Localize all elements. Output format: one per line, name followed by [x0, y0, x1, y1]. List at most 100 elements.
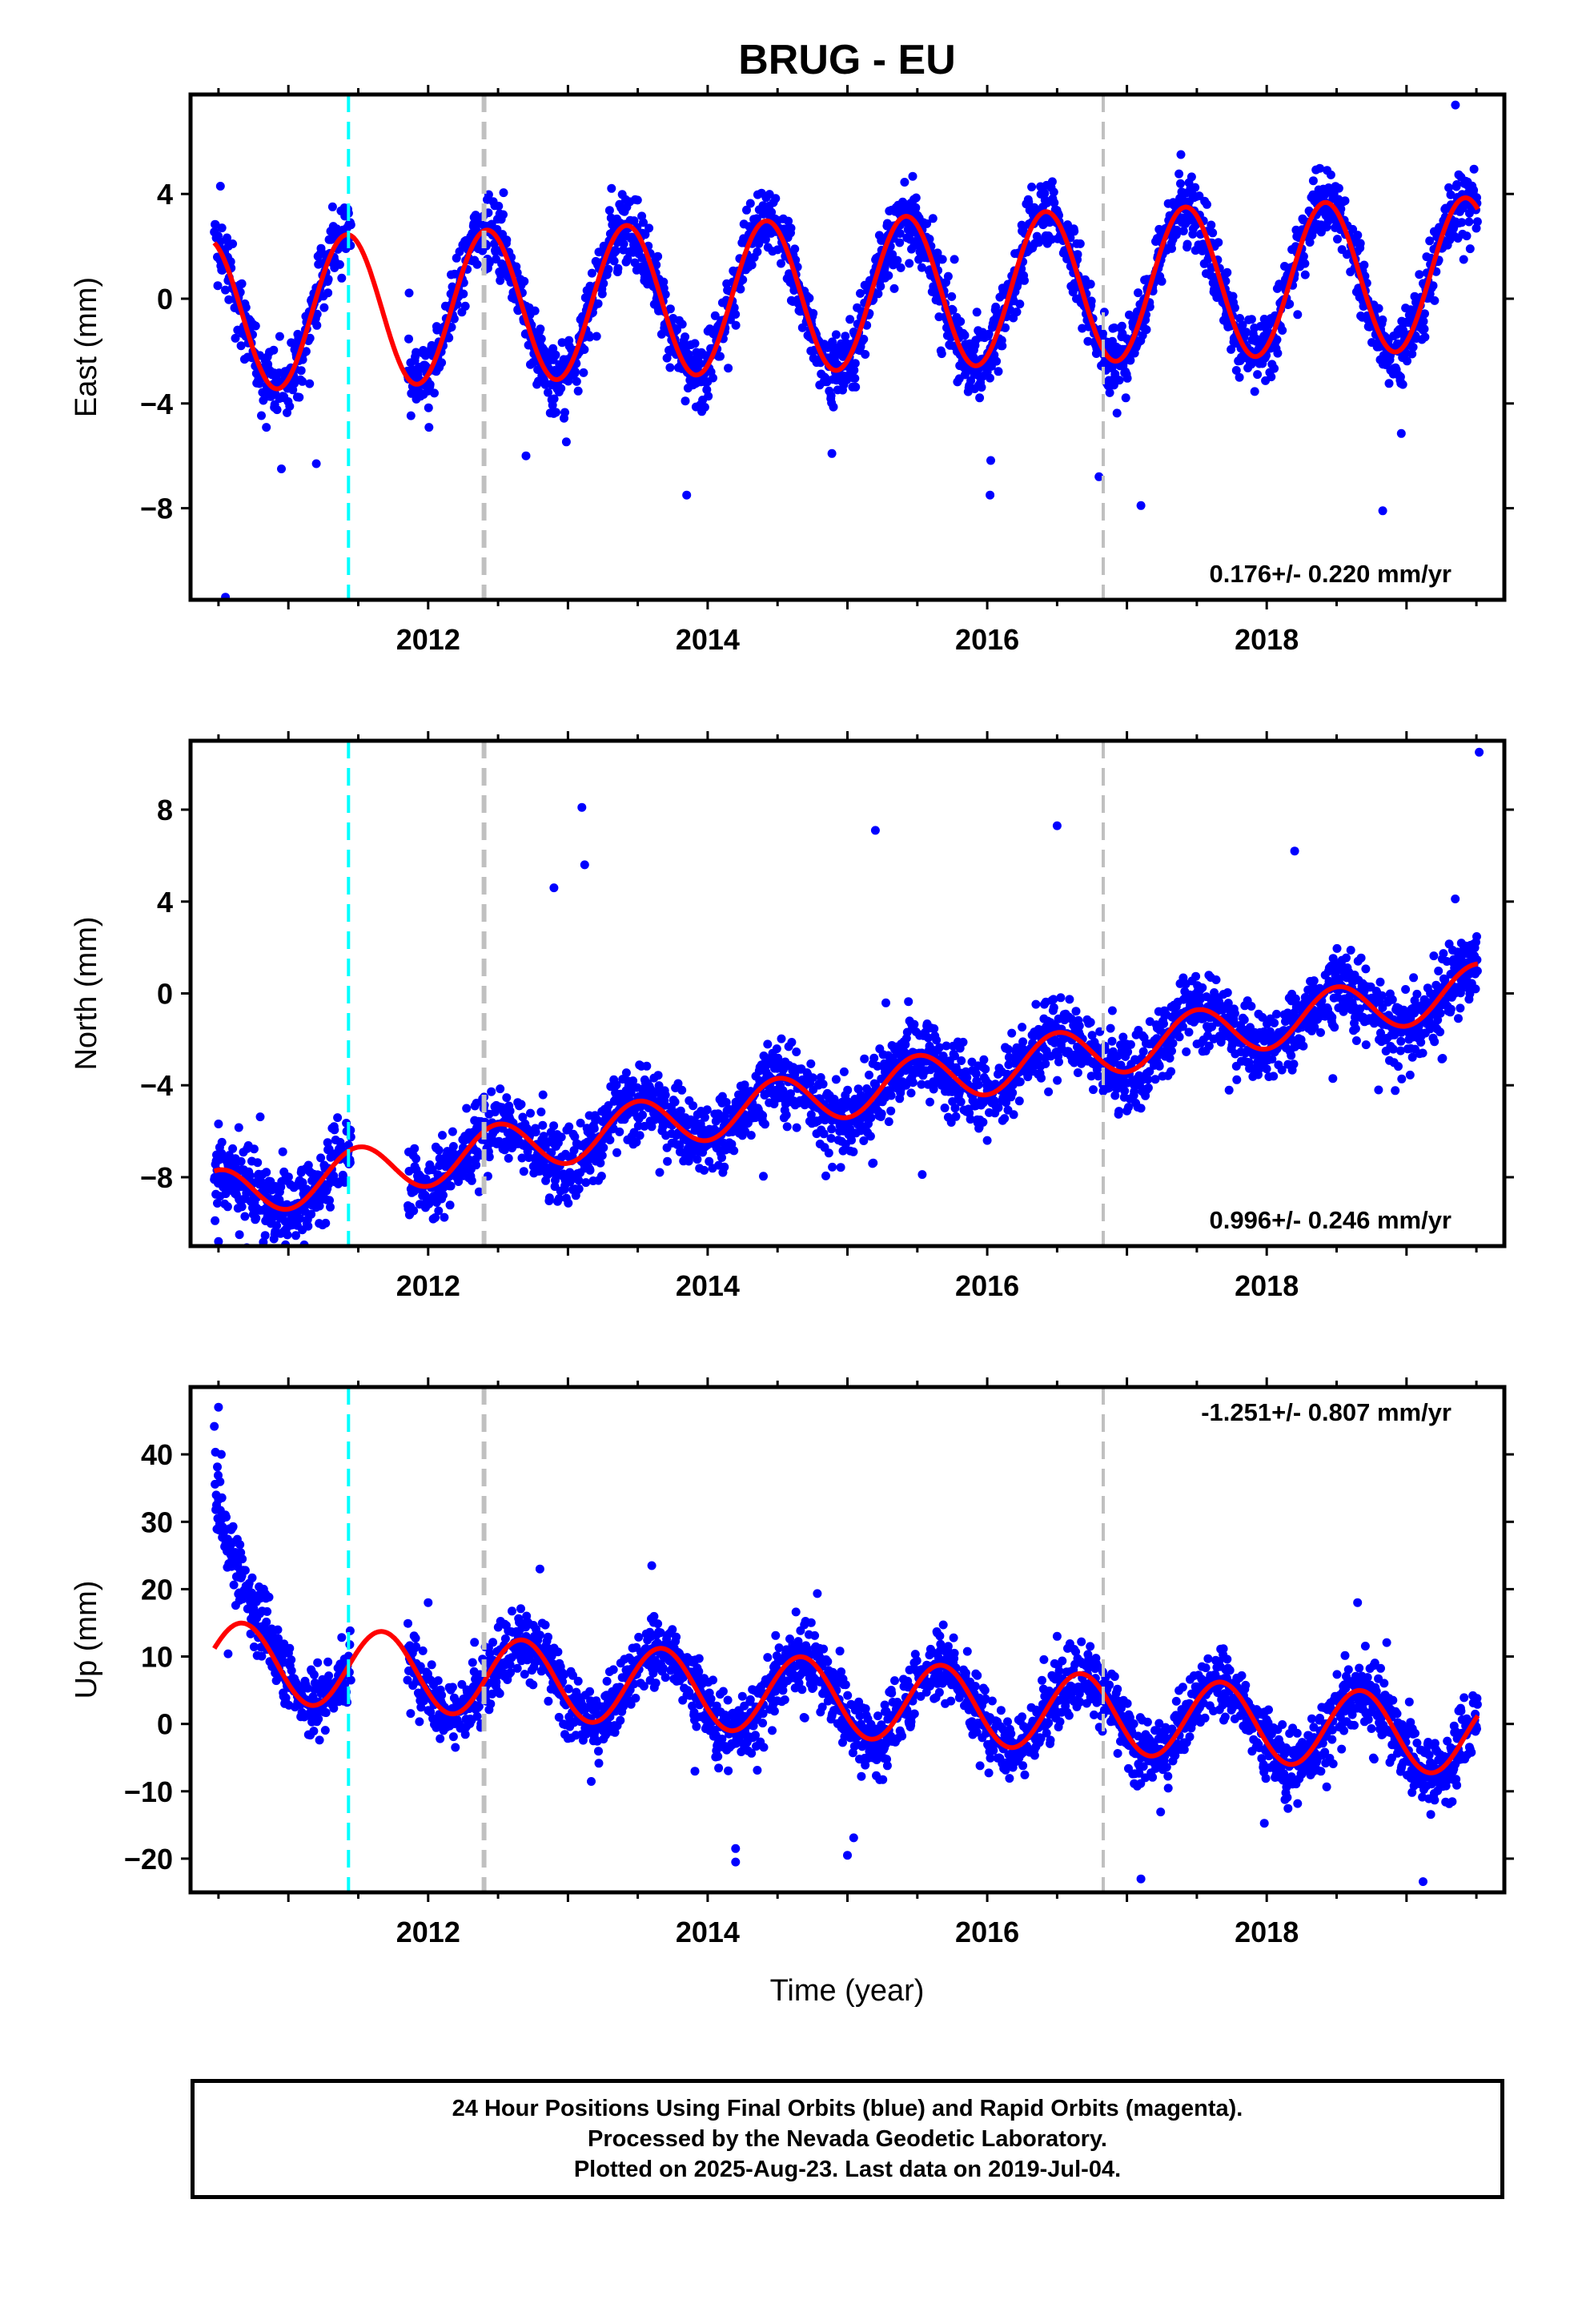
data-point [596, 1158, 605, 1168]
data-point [1253, 370, 1263, 380]
data-point [991, 302, 1001, 312]
data-point [469, 219, 479, 229]
data-point [504, 1153, 513, 1163]
data-point [938, 255, 947, 264]
data-point [1070, 227, 1079, 236]
data-point [213, 281, 223, 291]
data-point [298, 1178, 307, 1188]
data-point [283, 1172, 293, 1182]
data-point [544, 1193, 554, 1203]
data-point [269, 345, 279, 355]
data-point [1044, 1087, 1054, 1096]
data-point [346, 220, 355, 230]
data-point [551, 1176, 560, 1185]
y-axis-label-east: East (mm) [70, 277, 103, 417]
data-point [644, 223, 654, 233]
data-point [570, 1132, 580, 1141]
data-point [1054, 1057, 1063, 1067]
data-point [1430, 296, 1439, 305]
data-point [296, 366, 306, 376]
data-point [237, 279, 247, 288]
data-point [1469, 185, 1479, 195]
data-point [629, 216, 639, 226]
data-point [1464, 208, 1474, 218]
data-point [223, 233, 231, 243]
data-point [1110, 323, 1119, 332]
data-point [950, 255, 959, 264]
data-point [950, 1051, 959, 1061]
data-point [1273, 348, 1283, 358]
data-point [960, 331, 970, 340]
data-point [926, 1097, 934, 1107]
data-point [911, 203, 921, 212]
data-point [1230, 1009, 1239, 1018]
data-point [886, 1091, 896, 1100]
data-point [564, 1198, 573, 1208]
data-point [596, 1172, 606, 1181]
data-point [1224, 1085, 1234, 1095]
data-point [505, 1106, 515, 1116]
data-point [1143, 1075, 1153, 1084]
data-point [856, 288, 865, 298]
data-point [1355, 239, 1365, 248]
data-point [787, 1038, 797, 1047]
data-point [1114, 376, 1124, 385]
data-point [653, 1071, 663, 1080]
data-point [654, 1081, 664, 1091]
data-point [1419, 324, 1429, 334]
data-point [1143, 1083, 1153, 1092]
data-point [831, 330, 841, 340]
data-point [1126, 1039, 1135, 1049]
data-point [724, 364, 733, 373]
data-point [1267, 372, 1276, 382]
data-point [605, 1136, 615, 1144]
data-point [653, 251, 663, 261]
data-point [312, 309, 322, 319]
data-point [298, 376, 307, 386]
data-point [761, 235, 770, 244]
data-point [1359, 260, 1369, 270]
data-point [549, 1121, 559, 1131]
data-point [526, 1108, 535, 1118]
data-point [665, 304, 675, 314]
data-point [994, 1103, 1003, 1112]
data-point [740, 1080, 749, 1090]
data-point [1353, 231, 1363, 240]
data-point [1121, 393, 1130, 403]
data-point [295, 392, 304, 402]
data-points-north [210, 747, 1484, 1246]
data-point [869, 1158, 878, 1168]
data-point [972, 308, 982, 317]
data-point [444, 333, 454, 343]
data-point [1247, 1002, 1256, 1011]
data-point [819, 1129, 829, 1139]
data-point [236, 1156, 246, 1166]
data-point [301, 347, 311, 356]
data-point [1264, 320, 1273, 330]
data-point [1270, 1018, 1279, 1027]
data-point [831, 1075, 841, 1084]
data-point [738, 275, 748, 284]
data-point [1150, 1075, 1160, 1084]
data-point [827, 1124, 837, 1134]
data-point [1014, 1096, 1024, 1106]
data-point [908, 1078, 917, 1088]
data-point [241, 303, 251, 312]
data-point [1444, 183, 1454, 192]
data-point [621, 1068, 631, 1078]
data-point [1105, 388, 1114, 397]
data-point [1049, 995, 1058, 1004]
data-point [1230, 303, 1239, 312]
data-point [564, 1122, 574, 1132]
data-point [677, 320, 687, 329]
data-point [884, 1117, 893, 1127]
data-point [1232, 1075, 1242, 1084]
data-point [440, 1212, 449, 1222]
data-point [1310, 1023, 1319, 1032]
data-point [237, 1202, 247, 1212]
data-point [895, 229, 905, 238]
data-point [1270, 364, 1279, 373]
data-point [876, 282, 885, 291]
data-point [850, 374, 860, 383]
data-point [790, 244, 800, 254]
